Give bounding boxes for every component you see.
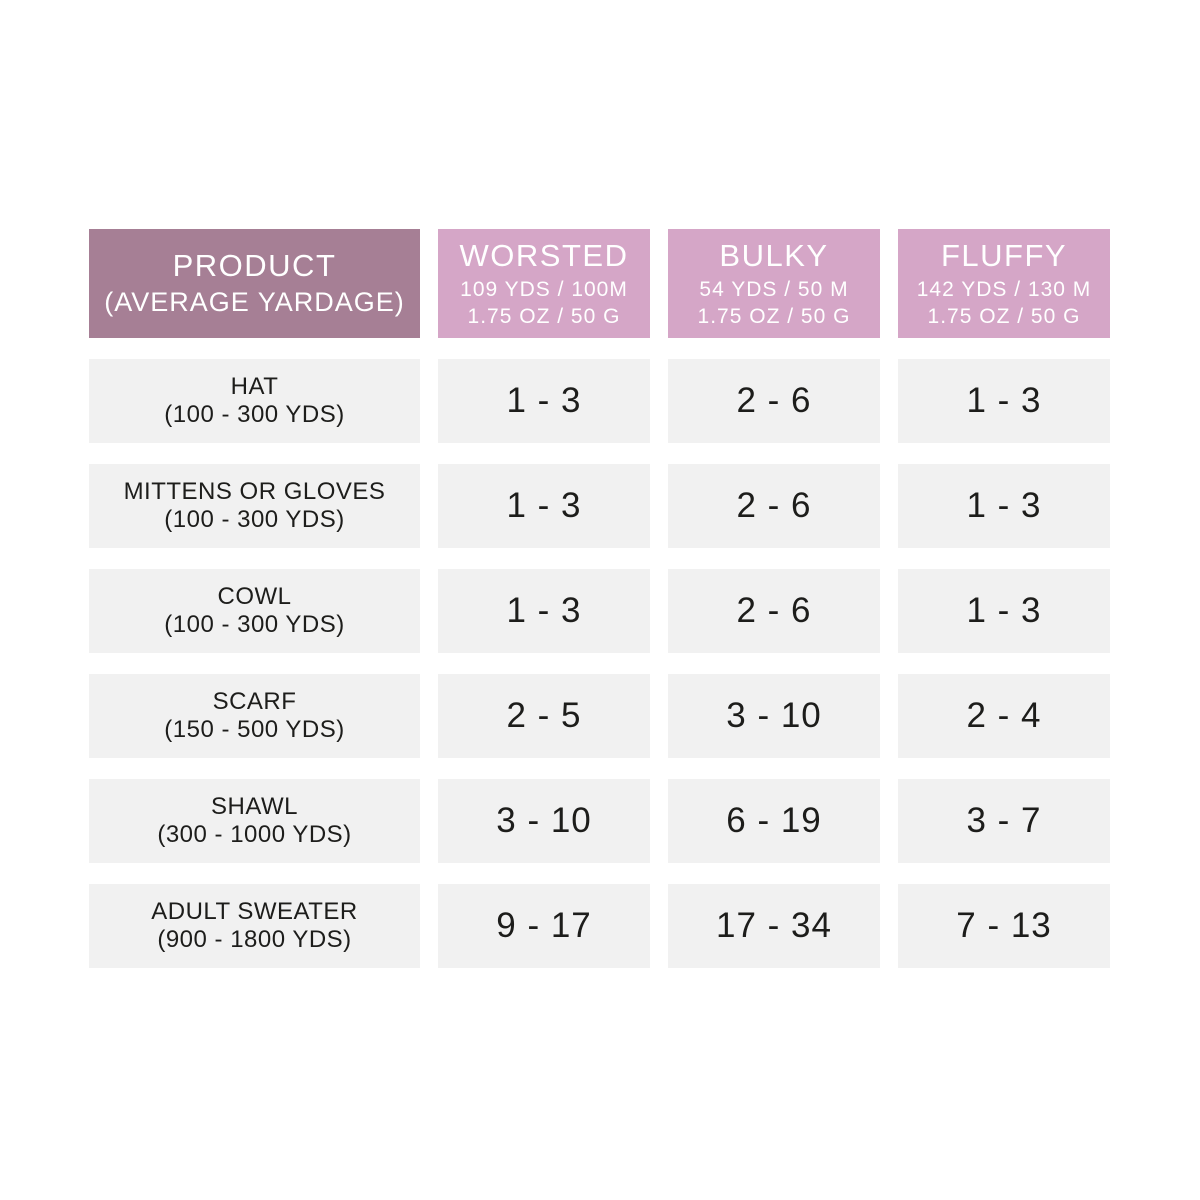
product-name: SHAWL bbox=[211, 793, 298, 821]
cell-value: 3 - 10 bbox=[496, 801, 592, 840]
cell-value: 17 - 34 bbox=[716, 906, 832, 945]
table-cell-mittens-bulky: 2 - 6 bbox=[668, 464, 880, 548]
table-row-scarf-label: SCARF (150 - 500 YDS) bbox=[89, 674, 420, 758]
worsted-header-spec1: 109 YDS / 100M bbox=[460, 277, 628, 301]
worsted-header-name: WORSTED bbox=[459, 237, 629, 273]
table-row-hat-label: HAT (100 - 300 YDS) bbox=[89, 359, 420, 443]
worsted-header-spec2: 1.75 OZ / 50 G bbox=[467, 304, 621, 328]
product-yardage: (100 - 300 YDS) bbox=[164, 611, 345, 638]
cell-value: 3 - 10 bbox=[726, 696, 822, 735]
table-row-cowl-label: COWL (100 - 300 YDS) bbox=[89, 569, 420, 653]
cell-value: 1 - 3 bbox=[506, 381, 582, 420]
cell-value: 1 - 3 bbox=[506, 486, 582, 525]
cell-value: 2 - 6 bbox=[736, 591, 812, 630]
table-cell-scarf-worsted: 2 - 5 bbox=[438, 674, 650, 758]
cell-value: 3 - 7 bbox=[966, 801, 1042, 840]
table-cell-hat-fluffy: 1 - 3 bbox=[898, 359, 1110, 443]
cell-value: 1 - 3 bbox=[966, 591, 1042, 630]
table-cell-hat-bulky: 2 - 6 bbox=[668, 359, 880, 443]
table-cell-adult-sweater-worsted: 9 - 17 bbox=[438, 884, 650, 968]
cell-value: 2 - 6 bbox=[736, 381, 812, 420]
cell-value: 1 - 3 bbox=[966, 381, 1042, 420]
product-name: ADULT SWEATER bbox=[151, 898, 358, 926]
product-name: COWL bbox=[217, 583, 292, 611]
product-name: SCARF bbox=[212, 688, 297, 716]
table-cell-mittens-worsted: 1 - 3 bbox=[438, 464, 650, 548]
product-header-subtitle: (AVERAGE YARDAGE) bbox=[104, 287, 405, 317]
table-cell-adult-sweater-bulky: 17 - 34 bbox=[668, 884, 880, 968]
table-cell-cowl-bulky: 2 - 6 bbox=[668, 569, 880, 653]
product-name: MITTENS OR GLOVES bbox=[123, 478, 386, 506]
product-column-header: PRODUCT (AVERAGE YARDAGE) bbox=[89, 229, 420, 338]
cell-value: 9 - 17 bbox=[496, 906, 592, 945]
bulky-header-spec1: 54 YDS / 50 M bbox=[699, 277, 849, 301]
fluffy-header-spec1: 142 YDS / 130 M bbox=[916, 277, 1092, 301]
table-cell-mittens-fluffy: 1 - 3 bbox=[898, 464, 1110, 548]
table-cell-shawl-bulky: 6 - 19 bbox=[668, 779, 880, 863]
cell-value: 2 - 4 bbox=[966, 696, 1042, 735]
table-cell-cowl-fluffy: 1 - 3 bbox=[898, 569, 1110, 653]
product-yardage: (150 - 500 YDS) bbox=[164, 716, 345, 743]
worsted-column-header: WORSTED 109 YDS / 100M 1.75 OZ / 50 G bbox=[438, 229, 650, 338]
cell-value: 7 - 13 bbox=[956, 906, 1052, 945]
fluffy-header-spec2: 1.75 OZ / 50 G bbox=[927, 304, 1081, 328]
product-name: HAT bbox=[230, 373, 279, 401]
fluffy-header-name: FLUFFY bbox=[940, 237, 1068, 273]
table-cell-cowl-worsted: 1 - 3 bbox=[438, 569, 650, 653]
bulky-header-name: BULKY bbox=[719, 237, 829, 273]
cell-value: 1 - 3 bbox=[966, 486, 1042, 525]
cell-value: 1 - 3 bbox=[506, 591, 582, 630]
product-yardage: (300 - 1000 YDS) bbox=[157, 821, 352, 848]
table-cell-shawl-worsted: 3 - 10 bbox=[438, 779, 650, 863]
bulky-header-spec2: 1.75 OZ / 50 G bbox=[697, 304, 851, 328]
table-row-adult-sweater-label: ADULT SWEATER (900 - 1800 YDS) bbox=[89, 884, 420, 968]
cell-value: 6 - 19 bbox=[726, 801, 822, 840]
table-cell-scarf-fluffy: 2 - 4 bbox=[898, 674, 1110, 758]
table-cell-hat-worsted: 1 - 3 bbox=[438, 359, 650, 443]
table-row-shawl-label: SHAWL (300 - 1000 YDS) bbox=[89, 779, 420, 863]
table-cell-scarf-bulky: 3 - 10 bbox=[668, 674, 880, 758]
product-yardage: (100 - 300 YDS) bbox=[164, 506, 345, 533]
table-cell-adult-sweater-fluffy: 7 - 13 bbox=[898, 884, 1110, 968]
bulky-column-header: BULKY 54 YDS / 50 M 1.75 OZ / 50 G bbox=[668, 229, 880, 338]
product-yardage: (100 - 300 YDS) bbox=[164, 401, 345, 428]
table-cell-shawl-fluffy: 3 - 7 bbox=[898, 779, 1110, 863]
yardage-table: PRODUCT (AVERAGE YARDAGE) WORSTED 109 YD… bbox=[89, 229, 1110, 968]
product-yardage: (900 - 1800 YDS) bbox=[157, 926, 352, 953]
table-row-mittens-label: MITTENS OR GLOVES (100 - 300 YDS) bbox=[89, 464, 420, 548]
cell-value: 2 - 6 bbox=[736, 486, 812, 525]
product-header-title: PRODUCT bbox=[172, 248, 337, 284]
cell-value: 2 - 5 bbox=[506, 696, 582, 735]
fluffy-column-header: FLUFFY 142 YDS / 130 M 1.75 OZ / 50 G bbox=[898, 229, 1110, 338]
